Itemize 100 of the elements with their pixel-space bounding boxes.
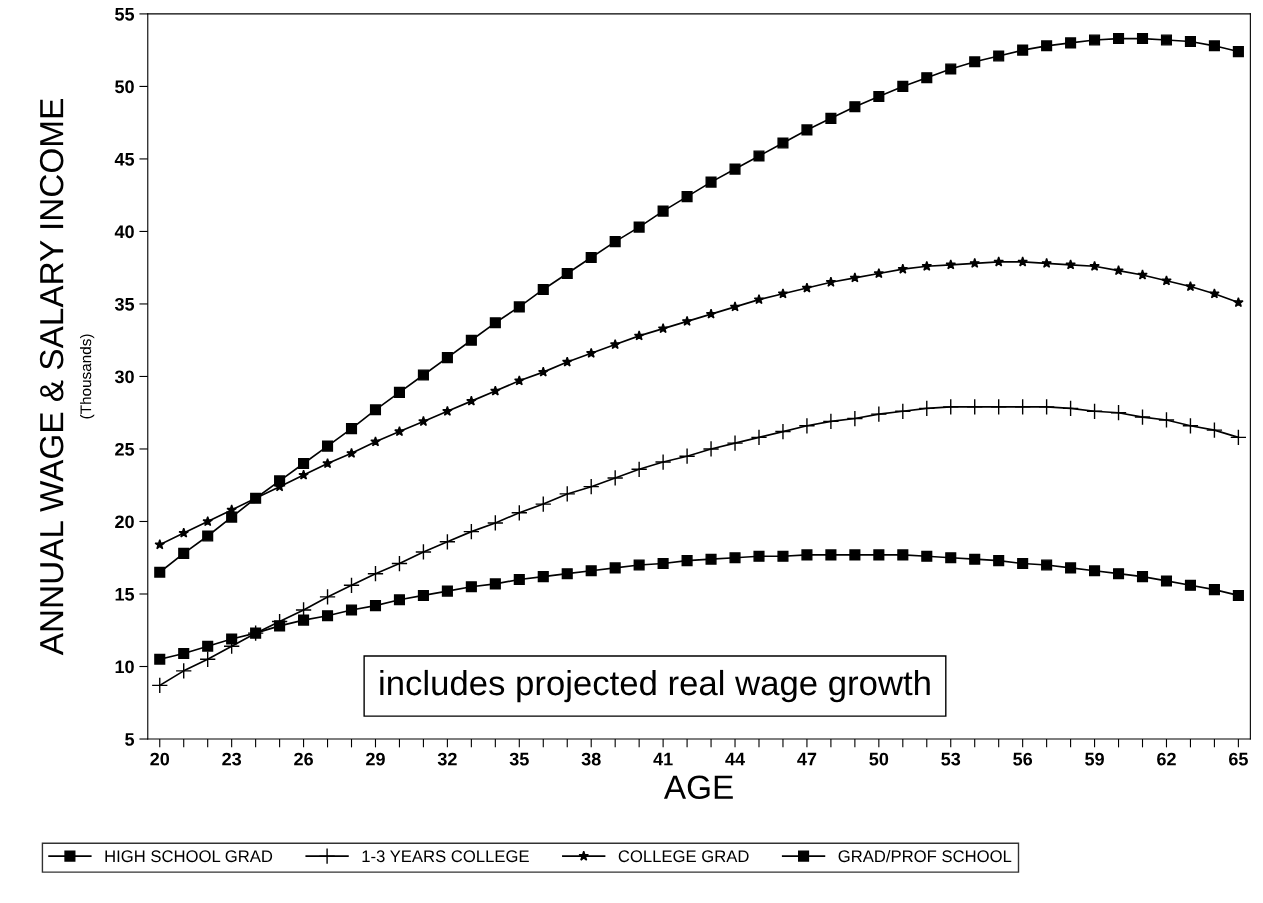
point: [777, 137, 789, 149]
point: [1184, 35, 1197, 48]
point: [969, 56, 981, 68]
point: [969, 257, 981, 268]
point: [846, 410, 864, 427]
point: [1017, 557, 1029, 570]
point: [609, 236, 621, 248]
x-tick-label: 47: [797, 752, 817, 766]
point: [705, 176, 717, 188]
point: [1160, 575, 1173, 587]
y-tick-label: 50: [115, 80, 134, 94]
point: [537, 571, 549, 583]
point: [897, 549, 909, 561]
point: [1065, 259, 1076, 270]
x-tick-label: 53: [941, 752, 961, 766]
point: [441, 352, 453, 364]
point: [394, 426, 405, 437]
point: [486, 514, 504, 532]
point: [657, 323, 669, 334]
point: [561, 356, 573, 367]
point: [298, 469, 309, 480]
x-tick-label: 50: [869, 752, 889, 766]
point: [199, 650, 217, 668]
point: [175, 662, 193, 680]
point: [1065, 37, 1077, 49]
point: [849, 549, 861, 561]
point: [921, 550, 933, 562]
point: [1233, 296, 1244, 308]
point: [633, 221, 645, 233]
point: [849, 101, 861, 113]
point: [1041, 40, 1053, 52]
y-tick-label: 55: [115, 8, 135, 21]
point: [442, 405, 453, 416]
point: [537, 366, 549, 377]
point: [345, 604, 358, 616]
text: (Thousands): [80, 334, 95, 419]
point: [678, 447, 696, 465]
point: [825, 112, 837, 124]
point: [777, 550, 789, 562]
point: [418, 415, 429, 427]
x-tick-label: 44: [725, 752, 745, 766]
point: [657, 205, 669, 217]
point: [945, 552, 957, 564]
point: [798, 417, 816, 435]
point: [585, 251, 597, 264]
y-tick-label: 20: [115, 515, 134, 529]
y-tick-label: 35: [114, 297, 135, 311]
point: [801, 282, 813, 293]
legend-label: 1-3 YEARS COLLEGE: [362, 850, 529, 863]
point: [319, 588, 336, 606]
point: [154, 566, 166, 578]
point: [465, 581, 477, 593]
point: [585, 565, 597, 577]
y-tick-label: 5: [125, 733, 135, 746]
point: [753, 150, 765, 162]
x-tick-label: 38: [581, 752, 601, 766]
point: [681, 191, 693, 203]
point: [513, 375, 525, 386]
point: [466, 395, 477, 406]
point: [489, 317, 501, 329]
point: [750, 429, 768, 446]
x-tick-label: 29: [366, 752, 385, 766]
point: [1112, 568, 1125, 580]
point: [369, 600, 382, 612]
x-tick-label: 35: [509, 752, 529, 766]
point: [202, 640, 214, 652]
point: [1110, 404, 1127, 422]
point: [1086, 402, 1103, 420]
point: [298, 457, 310, 470]
x-tick-label: 20: [150, 752, 170, 766]
y-tick-label: 30: [114, 370, 134, 384]
y-axis-title: ANNUAL WAGE & SALARY INCOME: [39, 99, 64, 656]
point: [393, 386, 406, 398]
point: [202, 530, 214, 542]
point: [897, 263, 909, 274]
point: [942, 398, 960, 416]
point: [1136, 571, 1149, 583]
x-tick-label: 32: [437, 752, 457, 766]
point: [510, 504, 528, 522]
point: [178, 647, 190, 660]
point: [753, 294, 765, 305]
point: [154, 653, 166, 665]
x-tick-label: 56: [1013, 752, 1033, 766]
point: [1112, 33, 1125, 45]
point: [822, 413, 840, 430]
point: [1089, 260, 1100, 271]
point: [1089, 34, 1101, 46]
point: [609, 338, 621, 350]
x-tick-label: 62: [1157, 752, 1176, 766]
point: [178, 527, 190, 538]
point: [393, 594, 406, 606]
point: [1014, 398, 1031, 416]
point: [558, 485, 576, 503]
point: [729, 163, 741, 175]
point: [415, 543, 432, 561]
x-tick-label: 26: [294, 752, 313, 766]
point: [465, 334, 477, 346]
point: [1158, 411, 1175, 429]
point: [321, 440, 334, 452]
point: [801, 124, 813, 136]
